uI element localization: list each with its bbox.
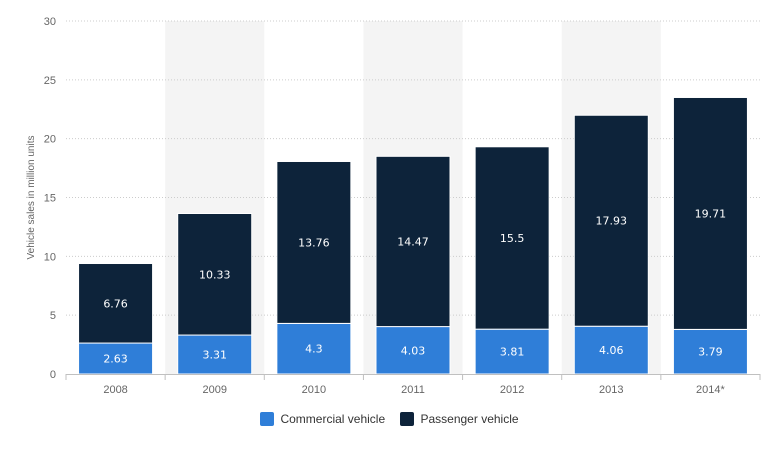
data-labels: 2.63 6.76 3.31 10.33 4.3 13.76 4.03 14.47 3.81 15… [103,207,726,365]
x-tick-label-2012: 2012 [500,384,524,396]
data-label-passenger-vehicle-2014: 19.71 [695,207,727,220]
data-label-commercial-vehicle-2008: 2.63 [103,353,128,366]
x-tick-label-2008: 2008 [103,384,127,396]
data-label-commercial-vehicle-2014: 3.79 [698,346,723,359]
data-label-commercial-vehicle-2013: 4.06 [599,344,624,357]
bar-passenger-vehicle-2012[interactable] [474,146,550,330]
x-tick-label-2013: 2013 [599,384,623,396]
x-tick-label-2009: 2009 [202,384,226,396]
bar-passenger-vehicle-2011[interactable] [375,155,451,328]
data-label-commercial-vehicle-2010: 4.3 [305,343,323,356]
data-label-passenger-vehicle-2009: 10.33 [199,268,231,281]
bar-passenger-vehicle-2009[interactable] [177,213,253,336]
data-label-passenger-vehicle-2008: 6.76 [103,297,128,310]
bar-passenger-vehicle-2008[interactable] [78,263,154,344]
legend-swatch-passenger [400,411,415,426]
data-label-commercial-vehicle-2011: 4.03 [401,344,426,357]
legend-label-passenger: Passenger vehicle [420,411,519,426]
bar-commercial-vehicle-2012[interactable] [474,328,550,375]
y-tick-label: 15 [44,193,56,205]
data-label-passenger-vehicle-2013: 17.93 [596,215,628,228]
data-label-passenger-vehicle-2012: 15.5 [500,232,525,245]
x-tick-label-2014: 2014* [696,384,725,396]
y-tick-label: 10 [44,251,56,263]
legend-swatch-commercial [260,411,275,426]
y-tick-label: 30 [44,16,56,28]
y-tick-label: 25 [44,75,56,87]
y-axis-title: Vehicle sales in million units [26,136,37,260]
legend-item-commercial[interactable]: Commercial vehicle [260,411,386,426]
y-tick-label: 5 [50,310,56,322]
y-tick-label: 0 [50,369,56,381]
x-tick-label-2011: 2011 [401,384,425,396]
data-label-passenger-vehicle-2010: 13.76 [298,236,330,249]
data-label-passenger-vehicle-2011: 14.47 [397,235,429,248]
bar-passenger-vehicle-2010[interactable] [276,160,352,324]
y-axis: 0 5 10 15 20 25 30 [44,16,56,381]
bar-passenger-vehicle-2014[interactable] [672,96,748,330]
x-axis: 2008 2009 2010 2011 2012 2013 2014* [65,374,761,396]
legend-item-passenger[interactable]: Passenger vehicle [400,411,519,426]
data-label-commercial-vehicle-2009: 3.31 [202,349,227,362]
x-tick-label-2010: 2010 [302,384,326,396]
bars [78,96,748,375]
legend-label-commercial: Commercial vehicle [280,411,386,426]
data-label-commercial-vehicle-2012: 3.81 [500,346,525,359]
stacked-bar-chart: 2.63 6.76 3.31 10.33 4.3 13.76 4.03 14.47 3.81 15… [26,16,761,396]
bar-passenger-vehicle-2013[interactable] [573,114,649,327]
legend: Commercial vehicle Passenger vehicle [0,411,779,426]
y-tick-label: 20 [44,134,56,146]
